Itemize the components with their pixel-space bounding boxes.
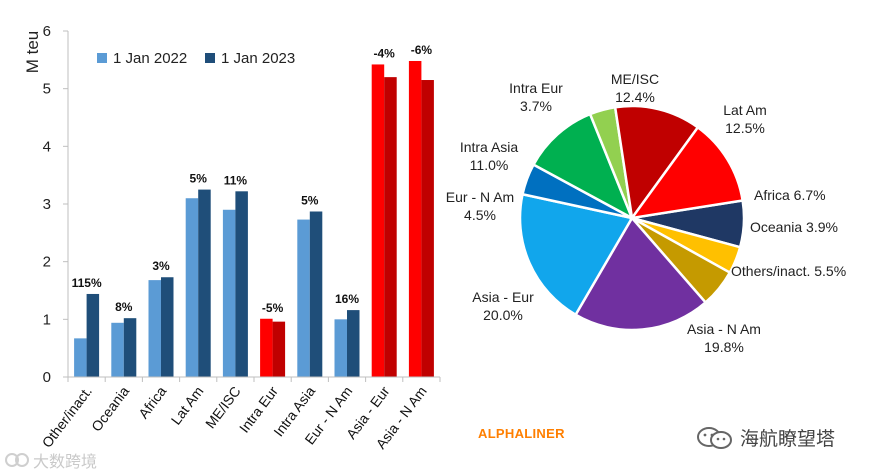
- y-tick-label: 5: [43, 81, 51, 98]
- legend-swatch: [97, 53, 107, 63]
- x-tick-label: Oceania: [88, 383, 132, 434]
- y-axis-label: M teu: [23, 31, 42, 74]
- data-labels: 115% 8% 3% 5% 11% -5% 5% 16% -4% -6%: [72, 43, 433, 315]
- y-tick-label: 0: [43, 369, 51, 386]
- bar-chart: M teu 0 1 2 3 4 5 6 115% 8% 3% 5% 11% -5% 5% 16% -4% -6…: [23, 23, 441, 452]
- bar-2022: [148, 280, 161, 377]
- bar-data-label: 16%: [335, 292, 359, 306]
- bar-data-label: -6%: [411, 43, 433, 57]
- bar-2022: [222, 209, 236, 377]
- pie-label-name: Intra Eur: [509, 80, 563, 96]
- x-tick-label: Africa: [135, 383, 169, 421]
- y-ticks: 0 1 2 3 4 5 6: [43, 23, 68, 386]
- x-tick-label: Lat Am: [168, 383, 207, 427]
- pie-slice: [613, 104, 700, 222]
- bar-data-label: 3%: [152, 259, 170, 273]
- bar-2023: [272, 321, 286, 377]
- legend-label: 1 Jan 2022: [113, 50, 187, 67]
- bar-2023: [123, 318, 137, 377]
- y-tick-label: 2: [43, 254, 51, 271]
- pie-chart: Africa 6.7% Oceania 3.9% Others/inact. 5.5…: [446, 71, 846, 355]
- y-tick-label: 1: [43, 311, 51, 328]
- bar-2022: [408, 60, 422, 378]
- bar-data-label: 11%: [224, 173, 248, 187]
- pie-label-name: ME/ISC: [611, 71, 659, 87]
- bar-2023: [384, 77, 397, 377]
- legend: 1 Jan 2022 1 Jan 2023: [97, 50, 295, 67]
- y-tick-label: 6: [43, 23, 51, 40]
- pie-label-value: 12.4%: [615, 89, 655, 105]
- bar-2023: [86, 293, 100, 377]
- pie-labels: Africa 6.7% Oceania 3.9% Others/inact. 5.5…: [446, 71, 846, 355]
- bar-2023: [198, 189, 211, 377]
- pie-label-value: 12.5%: [725, 120, 765, 136]
- bar-2022: [297, 219, 310, 377]
- pie-slice: [518, 192, 634, 317]
- pie-label-name: Eur - N Am: [446, 189, 514, 205]
- bar-data-label: -5%: [262, 301, 284, 315]
- wechat-account: 海航瞭望塔: [696, 424, 835, 451]
- pie-label-value: 11.0%: [470, 157, 509, 173]
- pie-slice: [629, 125, 745, 220]
- bar-2023: [235, 191, 248, 377]
- wechat-icon: [697, 426, 732, 449]
- pie-slice: [531, 112, 635, 221]
- bar-2022: [111, 322, 124, 377]
- source-brand: ALPHALINER: [478, 426, 565, 441]
- bar-2022: [371, 64, 385, 378]
- pie-label: Others/inact. 5.5%: [731, 263, 846, 279]
- bar-2023: [347, 310, 360, 377]
- y-tick-label: 3: [43, 196, 51, 213]
- pie-slice: [573, 215, 708, 332]
- pie-label-value: 3.7%: [520, 98, 552, 114]
- pie-label-name: Asia - N Am: [687, 321, 761, 337]
- bar-2022: [334, 319, 347, 377]
- pie-label-value: 20.0%: [483, 307, 523, 323]
- pie-label: Africa 6.7%: [754, 187, 826, 203]
- watermark-text: 大数跨境: [33, 452, 98, 471]
- bar-data-label: 8%: [115, 300, 133, 314]
- pie-label-value: 19.8%: [704, 339, 744, 355]
- bar-2022: [74, 338, 87, 377]
- bars: [74, 60, 434, 378]
- bar-2023: [309, 211, 323, 377]
- bar-2023: [161, 277, 174, 377]
- x-tick-label: Other/inact.: [39, 383, 95, 450]
- pie-slices: [518, 104, 746, 332]
- wechat-account-name: 海航瞭望塔: [740, 428, 836, 450]
- bar-data-label: 5%: [301, 193, 319, 207]
- pie-label: Oceania 3.9%: [750, 219, 838, 235]
- pie-label-name: Intra Asia: [460, 139, 519, 155]
- watermark-logo-icon: [5, 453, 29, 467]
- pie-label-name: Asia - Eur: [472, 289, 534, 305]
- watermark: 大数跨境: [4, 448, 97, 472]
- y-tick-label: 4: [43, 138, 51, 155]
- bar-data-label: 5%: [190, 172, 208, 186]
- bar-data-label: 115%: [72, 276, 102, 290]
- legend-swatch: [205, 53, 215, 63]
- bar-data-label: -4%: [374, 46, 396, 60]
- pie-label-value: 4.5%: [464, 207, 496, 223]
- bar-2023: [421, 80, 434, 378]
- pie-label-name: Lat Am: [723, 102, 767, 118]
- bar-2022: [260, 318, 273, 377]
- bar-2022: [185, 198, 199, 377]
- legend-label: 1 Jan 2023: [221, 50, 295, 67]
